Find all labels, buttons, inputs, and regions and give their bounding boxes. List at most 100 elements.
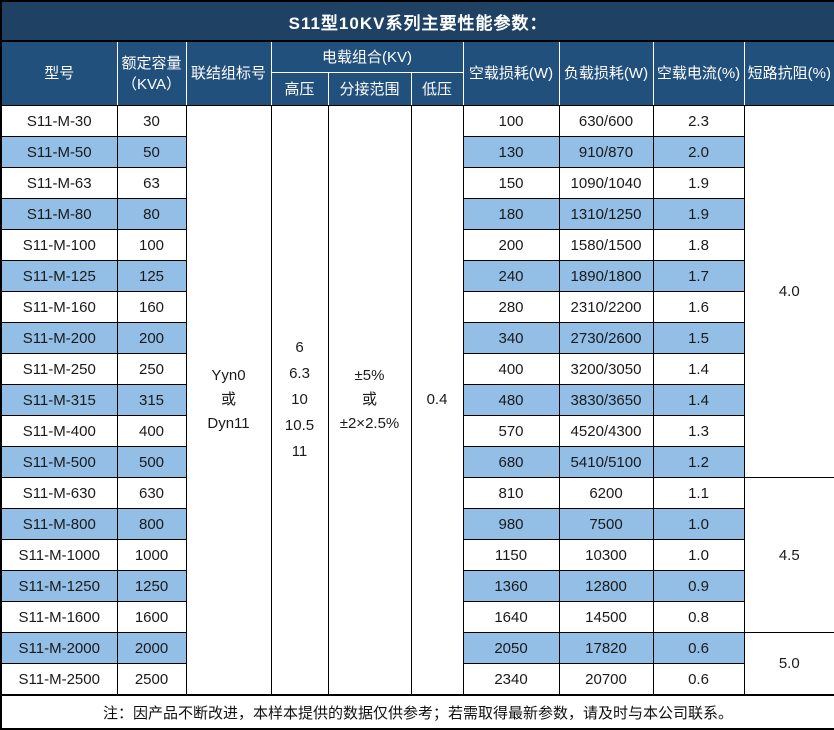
table-row: S11-M-63 63 150 1090/1040 1.9 <box>0 167 834 199</box>
page-title: S11型10KV系列主要性能参数： <box>0 0 834 42</box>
capacity-cell: 1600 <box>116 601 187 633</box>
col-header-connection: 联结组标号 <box>185 40 272 106</box>
table-row: S11-M-2000 2000 2050 17820 0.6 5.0 <box>0 632 834 696</box>
tap-range-cell: ±5% 或 ±2×2.5% <box>327 105 412 696</box>
capacity-cell: 50 <box>116 136 187 168</box>
capacity-cell: 630 <box>116 477 187 509</box>
col-header-capacity: 额定容量 （KVA） <box>116 40 187 106</box>
impedance-cell: 4.0 <box>743 105 834 478</box>
table-footer: 注：因产品不断改进，本样本提供的数据仅供参考；若需取得最新参数，请及时与本公司联… <box>0 694 834 730</box>
no-load-loss-cell: 1640 <box>462 601 560 633</box>
load-loss-cell: 1310/1250 <box>558 198 654 230</box>
no-load-current-cell: 1.2 <box>652 446 745 478</box>
capacity-cell: 125 <box>116 260 187 292</box>
model-cell: S11-M-2500 <box>0 663 118 696</box>
table-row: S11-M-500 500 680 5410/5100 1.2 <box>0 446 834 478</box>
model-cell: S11-M-800 <box>0 508 118 540</box>
col-header-load-loss: 负载损耗(W) <box>558 40 654 106</box>
no-load-loss-cell: 480 <box>462 384 560 416</box>
no-load-current-cell: 1.6 <box>652 291 745 323</box>
load-loss-cell: 10300 <box>558 539 654 571</box>
load-loss-cell: 1890/1800 <box>558 260 654 292</box>
col-header-hv: 高压 <box>270 72 329 106</box>
model-cell: S11-M-200 <box>0 322 118 354</box>
load-loss-cell: 6200 <box>558 477 654 509</box>
capacity-cell: 400 <box>116 415 187 447</box>
capacity-cell: 2000 <box>116 632 187 664</box>
no-load-current-cell: 1.1 <box>652 477 745 509</box>
load-loss-cell: 2310/2200 <box>558 291 654 323</box>
no-load-current-cell: 2.3 <box>652 105 745 137</box>
capacity-cell: 30 <box>116 105 187 137</box>
no-load-current-cell: 1.8 <box>652 229 745 261</box>
capacity-cell: 160 <box>116 291 187 323</box>
no-load-current-cell: 0.8 <box>652 601 745 633</box>
capacity-cell: 800 <box>116 508 187 540</box>
capacity-cell: 200 <box>116 322 187 354</box>
col-header-no-load-loss: 空载损耗(W) <box>462 40 560 106</box>
model-cell: S11-M-630 <box>0 477 118 509</box>
model-cell: S11-M-30 <box>0 105 118 137</box>
table-row: S11-M-1600 1600 1640 14500 0.8 <box>0 601 834 633</box>
table-header: S11型10KV系列主要性能参数： 型号 额定容量 （KVA） 联结组标号 电载… <box>0 0 834 106</box>
table-row: S11-M-100 100 200 1580/1500 1.8 <box>0 229 834 261</box>
model-cell: S11-M-500 <box>0 446 118 478</box>
model-cell: S11-M-315 <box>0 384 118 416</box>
col-header-no-load-current: 空载电流(%) <box>652 40 745 106</box>
table-row: S11-M-30 30 Yyn0 或 Dyn11 6 6.3 10 10.5 11 ±5… <box>0 105 834 696</box>
no-load-current-cell: 1.4 <box>652 353 745 385</box>
model-cell: S11-M-250 <box>0 353 118 385</box>
no-load-loss-cell: 810 <box>462 477 560 509</box>
no-load-current-cell: 1.5 <box>652 322 745 354</box>
table-row: S11-M-80 80 180 1310/1250 1.9 <box>0 198 834 230</box>
load-loss-cell: 12800 <box>558 570 654 602</box>
footer-note: 注：因产品不断改进，本样本提供的数据仅供参考；若需取得最新参数，请及时与本公司联… <box>0 694 834 730</box>
load-loss-cell: 20700 <box>558 663 654 696</box>
model-cell: S11-M-1000 <box>0 539 118 571</box>
col-header-lv: 低压 <box>410 72 464 106</box>
no-load-loss-cell: 1360 <box>462 570 560 602</box>
table-row: S11-M-630 630 810 6200 1.1 4.5 <box>0 477 834 633</box>
load-loss-cell: 1090/1040 <box>558 167 654 199</box>
col-header-voltage-group: 电载组合(KV) <box>270 40 464 73</box>
model-cell: S11-M-2000 <box>0 632 118 664</box>
model-cell: S11-M-100 <box>0 229 118 261</box>
col-header-model: 型号 <box>0 40 118 106</box>
connection-cell: Yyn0 或 Dyn11 <box>185 105 272 696</box>
lv-cell: 0.4 <box>410 105 464 696</box>
table-body: S11-M-30 30 Yyn0 或 Dyn11 6 6.3 10 10.5 11 ±5… <box>0 105 834 696</box>
no-load-loss-cell: 2340 <box>462 663 560 696</box>
header-row-sub: 高压 分接范围 低压 <box>1 72 834 106</box>
model-cell: S11-M-160 <box>0 291 118 323</box>
no-load-current-cell: 0.6 <box>652 632 745 664</box>
no-load-loss-cell: 200 <box>462 229 560 261</box>
model-cell: S11-M-1600 <box>0 601 118 633</box>
no-load-loss-cell: 100 <box>462 105 560 137</box>
model-cell: S11-M-400 <box>0 415 118 447</box>
no-load-current-cell: 0.6 <box>652 663 745 696</box>
header-row-top: 型号 额定容量 （KVA） 联结组标号 电载组合(KV) 空载损耗(W) 负载损… <box>0 40 834 106</box>
model-cell: S11-M-1250 <box>0 570 118 602</box>
no-load-current-cell: 0.9 <box>652 570 745 602</box>
table-row: S11-M-2500 2500 2340 20700 0.6 <box>0 663 834 696</box>
table-row: S11-M-1250 1250 1360 12800 0.9 <box>0 570 834 602</box>
no-load-current-cell: 1.9 <box>652 198 745 230</box>
load-loss-cell: 2730/2600 <box>558 322 654 354</box>
capacity-cell: 80 <box>116 198 187 230</box>
capacity-cell: 250 <box>116 353 187 385</box>
load-loss-cell: 3200/3050 <box>558 353 654 385</box>
load-loss-cell: 14500 <box>558 601 654 633</box>
table-row: S11-M-160 160 280 2310/2200 1.6 <box>0 291 834 323</box>
no-load-loss-cell: 570 <box>462 415 560 447</box>
table-row: S11-M-400 400 570 4520/4300 1.3 <box>0 415 834 447</box>
no-load-loss-cell: 400 <box>462 353 560 385</box>
table-row: S11-M-50 50 130 910/870 2.0 <box>0 136 834 168</box>
no-load-loss-cell: 680 <box>462 446 560 478</box>
no-load-current-cell: 1.0 <box>652 539 745 571</box>
no-load-loss-cell: 280 <box>462 291 560 323</box>
capacity-cell: 100 <box>116 229 187 261</box>
hv-cell: 6 6.3 10 10.5 11 <box>270 105 329 696</box>
capacity-cell: 1000 <box>116 539 187 571</box>
no-load-current-cell: 1.0 <box>652 508 745 540</box>
col-header-impedance: 短路抗阻(%) <box>743 40 834 106</box>
